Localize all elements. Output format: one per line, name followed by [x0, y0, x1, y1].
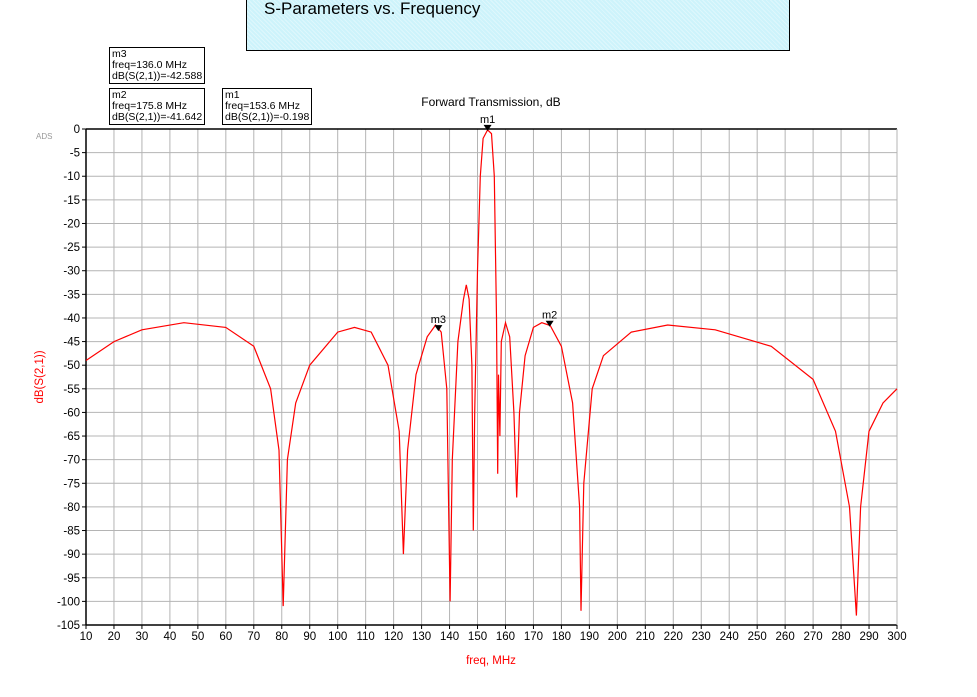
series-line-s21: [85, 128, 898, 616]
x-tick-label: 180: [552, 631, 571, 643]
marker-freq: freq=153.6 MHz: [225, 100, 300, 112]
grid: [82, 128, 898, 629]
y-tick-label: -65: [63, 431, 80, 443]
y-tick-label: -35: [63, 289, 80, 301]
marker-readout-m3[interactable]: m3 freq=136.0 MHz dB(S(2,1))=-42.588: [109, 47, 206, 84]
y-tick-label: -105: [57, 620, 80, 632]
marker-freq: freq=136.0 MHz: [112, 59, 187, 71]
x-tick-label: 200: [608, 631, 627, 643]
x-tick-label: 110: [356, 631, 374, 643]
x-tick-label: 280: [831, 631, 850, 643]
y-tick-label: -25: [63, 242, 80, 254]
x-tick-label: 160: [496, 631, 515, 643]
chart-title: Forward Transmission, dB: [421, 95, 560, 109]
y-tick-label: -50: [63, 360, 80, 372]
x-tick-label: 290: [859, 631, 878, 643]
x-tick-label: 170: [524, 631, 543, 643]
y-axis-label: dB(S(2,1)): [34, 350, 46, 403]
y-tick-label: -70: [63, 455, 80, 467]
x-tick-label: 240: [720, 631, 739, 643]
x-axis-label: freq, MHz: [466, 655, 516, 667]
y-tick-label: -20: [63, 218, 80, 230]
marker-name: m2: [112, 89, 127, 101]
x-tick-label: 270: [804, 631, 823, 643]
y-tick-label: -40: [63, 313, 80, 325]
y-tick-label: 0: [74, 124, 80, 136]
marker-name: m3: [112, 48, 127, 60]
x-tick-label: 260: [776, 631, 795, 643]
title-box: S-Parameters vs. Frequency: [246, 0, 790, 51]
window-title: S-Parameters vs. Frequency: [264, 0, 481, 18]
y-tick-label: -95: [63, 573, 80, 585]
x-tick-label: 10: [80, 631, 93, 643]
y-tick-label: -45: [63, 337, 80, 349]
x-tick-label: 80: [275, 631, 288, 643]
tick-labels: 10 20 30 40 50 60 70 80 90 100 110 120 130 140 150 160 1…: [57, 124, 907, 643]
marker-triangle-m3[interactable]: [434, 325, 443, 332]
x-tick-label: 140: [440, 631, 459, 643]
x-tick-label: 60: [219, 631, 232, 643]
marker-value: dB(S(2,1))=-42.588: [112, 70, 203, 82]
marker-label-m3: m3: [431, 314, 446, 326]
y-tick-label: -80: [63, 502, 80, 514]
x-tick-label: 70: [247, 631, 260, 643]
y-tick-label: -75: [63, 478, 80, 490]
y-tick-label: -100: [57, 596, 80, 608]
marker-freq: freq=175.8 MHz: [112, 100, 187, 112]
x-tick-label: 90: [303, 631, 316, 643]
markers: m1 m2 m3: [431, 114, 557, 332]
x-tick-label: 20: [108, 631, 121, 643]
marker-value: dB(S(2,1))=-0.198: [225, 111, 310, 123]
x-tick-label: 50: [191, 631, 204, 643]
y-tick-label: -55: [63, 384, 80, 396]
x-tick-label: 210: [636, 631, 655, 643]
marker-readout-m2[interactable]: m2 freq=175.8 MHz dB(S(2,1))=-41.642: [109, 88, 206, 125]
marker-value: dB(S(2,1))=-41.642: [112, 111, 203, 123]
marker-label-m2: m2: [542, 310, 557, 322]
y-tick-label: -85: [63, 526, 80, 538]
x-tick-label: 120: [384, 631, 403, 643]
marker-readout-m1[interactable]: m1 freq=153.6 MHz dB(S(2,1))=-0.198: [222, 88, 313, 125]
ads-watermark: ADS: [36, 132, 53, 141]
x-tick-label: 130: [412, 631, 431, 643]
marker-triangle-m2[interactable]: [545, 320, 554, 327]
x-tick-label: 40: [163, 631, 176, 643]
y-tick-label: -5: [70, 148, 80, 160]
x-tick-label: 150: [468, 631, 487, 643]
x-tick-label: 100: [328, 631, 347, 643]
y-tick-label: -30: [63, 266, 80, 278]
x-tick-label: 190: [580, 631, 599, 643]
x-tick-label: 300: [887, 631, 906, 643]
marker-name: m1: [225, 89, 240, 101]
marker-label-m1: m1: [480, 114, 495, 126]
y-tick-label: -15: [63, 195, 80, 207]
y-tick-label: -10: [63, 171, 80, 183]
y-tick-label: -90: [63, 549, 80, 561]
y-tick-label: -60: [63, 407, 80, 419]
x-tick-label: 30: [136, 631, 149, 643]
marker-triangle-m1[interactable]: [483, 124, 492, 131]
x-tick-label: 220: [664, 631, 683, 643]
x-tick-label: 230: [692, 631, 711, 643]
x-tick-label: 250: [748, 631, 767, 643]
